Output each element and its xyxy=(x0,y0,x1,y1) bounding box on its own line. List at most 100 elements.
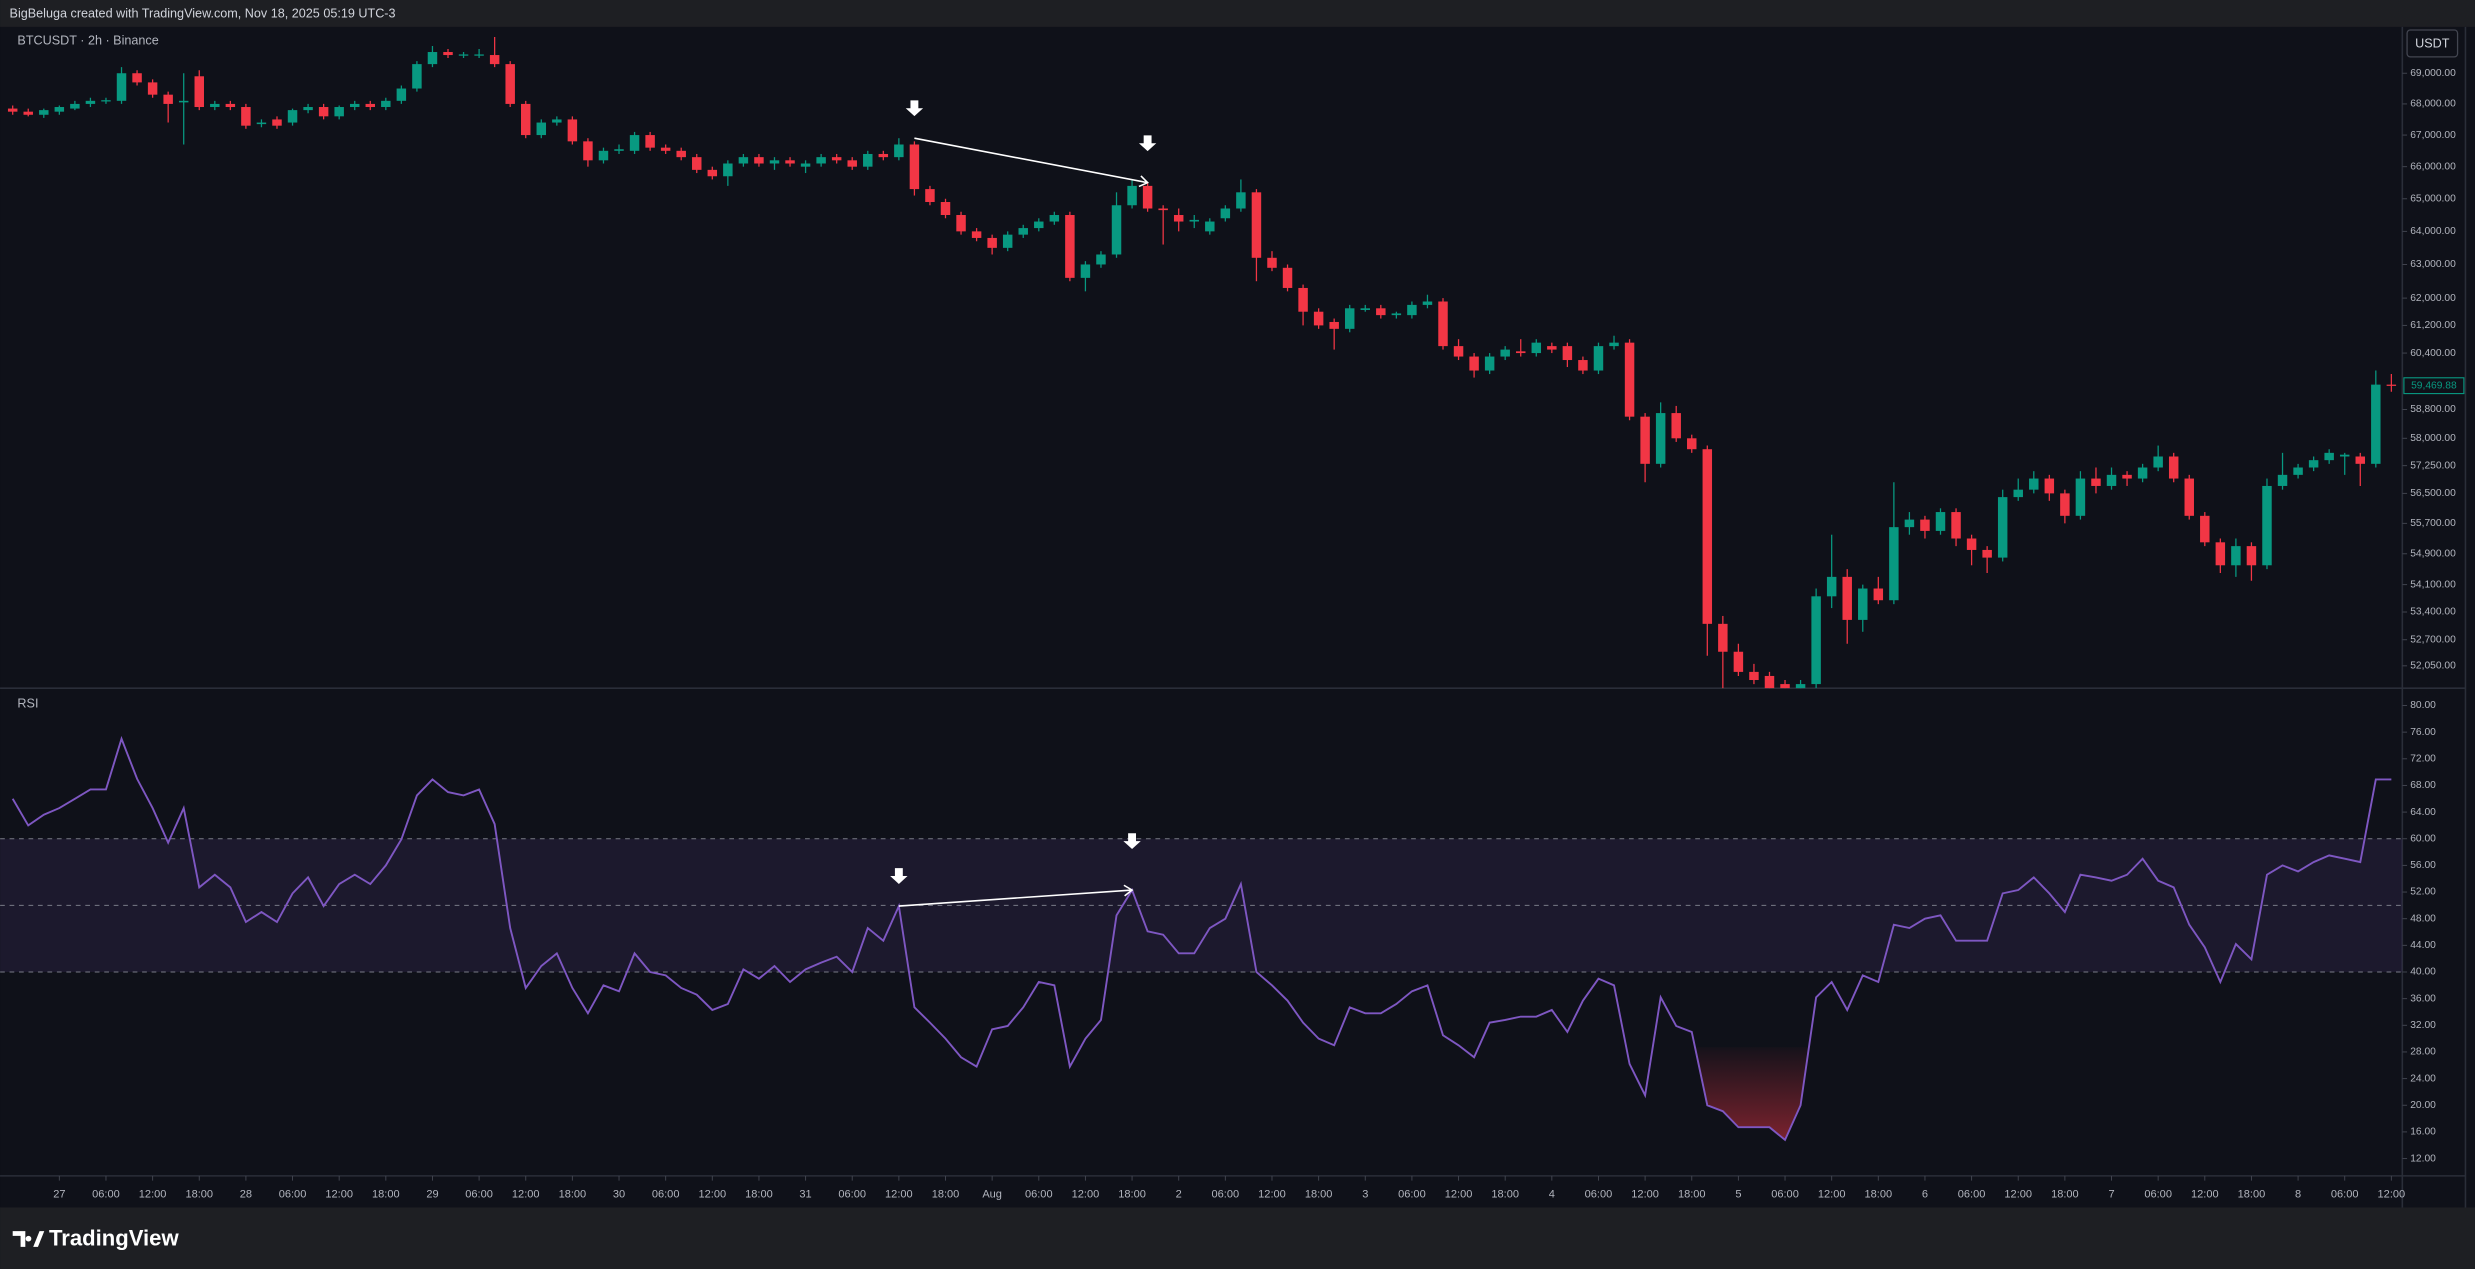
candle-body xyxy=(1842,576,1852,620)
candle-body xyxy=(7,108,18,112)
candle-body xyxy=(1422,301,1433,305)
candle-body xyxy=(536,122,547,136)
candle-body xyxy=(443,52,453,56)
candle-body xyxy=(365,103,376,108)
y-tick-label: 58,000.00 xyxy=(2410,433,2456,444)
candle-body xyxy=(2277,474,2288,486)
candle-body xyxy=(256,122,267,125)
x-tick-label: Aug xyxy=(982,1189,1002,1201)
x-tick-label: 18:00 xyxy=(1865,1189,1893,1201)
rsi-line xyxy=(11,735,2392,1142)
candle-body xyxy=(1749,671,1759,681)
candle-body xyxy=(1951,512,1961,539)
x-tick-label: 12:00 xyxy=(1258,1189,1286,1201)
x-tick-label: 18:00 xyxy=(745,1189,773,1201)
x-tick-label: 18:00 xyxy=(1491,1189,1519,1201)
x-tick-label: 12:00 xyxy=(1631,1189,1659,1201)
candle-body xyxy=(1282,267,1293,288)
x-tick-label: 06:00 xyxy=(1398,1189,1426,1201)
candle-body xyxy=(1236,192,1246,209)
x-tick-label: 12:00 xyxy=(698,1189,726,1201)
x-tick-label: 06:00 xyxy=(1212,1189,1240,1201)
candle-body xyxy=(707,169,718,177)
candle-body xyxy=(2168,456,2179,479)
y-tick-label: 53,400.00 xyxy=(2410,607,2456,618)
y-tick-label: 20.00 xyxy=(2410,1100,2436,1111)
candle-body xyxy=(2075,478,2086,516)
candle-body xyxy=(489,55,500,65)
candle-body xyxy=(2153,456,2163,468)
candle-body xyxy=(1469,356,1479,371)
x-tick-label: 18:00 xyxy=(1678,1189,1706,1201)
y-tick-label: 55,700.00 xyxy=(2410,518,2456,529)
x-tick-label: 31 xyxy=(799,1189,811,1201)
candle-body xyxy=(785,160,795,164)
candle-body xyxy=(1562,346,1573,361)
candle-body xyxy=(521,103,531,136)
divergence-line xyxy=(898,889,1133,907)
candle-body xyxy=(1578,360,1588,371)
candle-body xyxy=(272,119,282,126)
candle-body xyxy=(303,107,313,111)
currency-button[interactable] xyxy=(2406,29,2459,58)
candle-body xyxy=(1220,208,1231,219)
candle-body xyxy=(692,157,702,170)
candle-body xyxy=(1080,264,1091,278)
rsi-pane xyxy=(0,735,2403,1142)
candle-body xyxy=(738,157,749,164)
y-tick-label: 60.00 xyxy=(2410,833,2436,844)
rsi-title: RSI xyxy=(17,696,38,710)
candle-body xyxy=(2060,493,2070,516)
divergence-line xyxy=(914,137,1148,184)
candle-body xyxy=(2200,515,2210,543)
y-tick-label: 28.00 xyxy=(2410,1047,2436,1058)
candle-body xyxy=(940,202,951,216)
candle-body xyxy=(2371,384,2381,464)
candle-body xyxy=(1531,342,1542,354)
candle-body xyxy=(567,119,578,142)
x-tick-label: 12:00 xyxy=(139,1189,167,1201)
candle-body xyxy=(1997,497,2008,558)
candle-body xyxy=(1655,413,1666,464)
candle-body xyxy=(427,52,438,65)
axes: 27 06:00 12:00 18:00 28 06:00 12:00 18:00 29 06:0… xyxy=(53,68,2465,1201)
candle-body xyxy=(505,64,515,104)
candle-body xyxy=(1733,651,1744,672)
logo-text: TradingView xyxy=(49,1226,179,1251)
divergence-arrowhead xyxy=(1123,884,1134,897)
x-tick-label: 12:00 xyxy=(2191,1189,2219,1201)
y-tick-label: 57,250.00 xyxy=(2410,460,2456,471)
candle-body xyxy=(1376,308,1386,316)
candle-body xyxy=(1096,254,1106,265)
candle-body xyxy=(1205,221,1215,232)
candle-body xyxy=(1329,321,1339,329)
candle-body xyxy=(1484,356,1495,371)
candle-body xyxy=(2355,456,2366,464)
candle-body xyxy=(1764,675,1775,689)
x-tick-label: 6 xyxy=(1922,1189,1928,1201)
candle-body xyxy=(800,163,811,167)
y-tick-label: 64.00 xyxy=(2410,807,2436,818)
candle-body xyxy=(1920,519,1930,531)
y-tick-label: 72.00 xyxy=(2410,753,2436,764)
x-tick-label: 06:00 xyxy=(465,1189,493,1201)
candle-body xyxy=(101,100,111,102)
currency-label[interactable]: USDT xyxy=(2415,37,2450,51)
x-tick-label: 12:00 xyxy=(1818,1189,1846,1201)
y-tick-label: 56,500.00 xyxy=(2410,488,2456,499)
candle-body xyxy=(1873,588,1884,601)
candle-body xyxy=(816,157,826,164)
candle-body xyxy=(23,111,33,115)
candle-body xyxy=(349,103,360,108)
candle-body xyxy=(1158,208,1168,211)
y-tick-label: 69,000.00 xyxy=(2410,68,2456,79)
x-tick-label: 18:00 xyxy=(2051,1189,2079,1201)
x-tick-label: 12:00 xyxy=(325,1189,353,1201)
y-tick-label: 54,900.00 xyxy=(2410,548,2456,559)
y-tick-label: 80.00 xyxy=(2410,700,2436,711)
candle-body xyxy=(194,76,204,108)
y-tick-label: 52,700.00 xyxy=(2410,634,2456,645)
candle-body xyxy=(878,153,889,158)
x-tick-label: 06:00 xyxy=(1025,1189,1053,1201)
